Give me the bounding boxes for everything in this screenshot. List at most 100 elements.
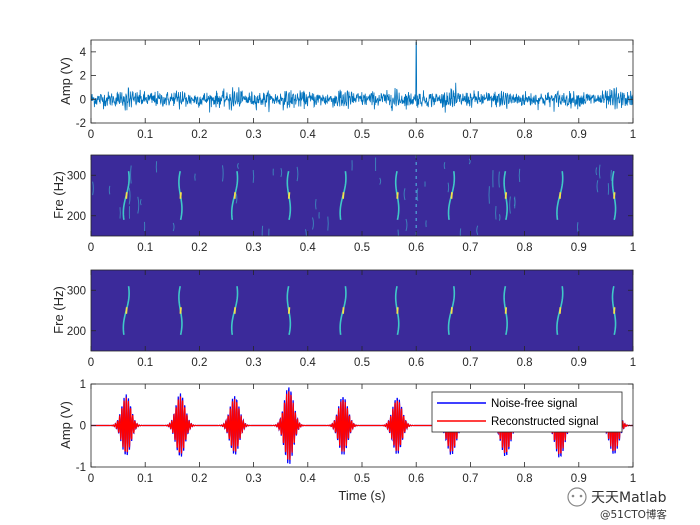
x-tick-label: 0 [88,357,94,369]
plot-area [91,40,633,123]
tf-ridge-peak [287,192,291,199]
heatmap-background [91,270,633,351]
x-tick-label: 0.8 [517,473,533,485]
tf-noise-streak [237,162,239,169]
x-tick-label: 0.6 [408,242,424,254]
x-tick-label: 0.5 [354,357,370,369]
tf-noise-streak [405,218,408,232]
x-tick-label: 0.3 [246,357,262,369]
x-tick-label: 0.4 [300,129,317,141]
tf-noise-streak [379,177,382,185]
tf-noise-streak [137,196,140,214]
x-tick-label: 0.1 [137,129,153,141]
tf-ridge-peak [179,192,182,199]
x-tick-label: 0.9 [571,129,587,141]
x-tick-label: 0.6 [408,473,424,485]
y-tick-label: 0 [80,421,86,433]
x-tick-label: 0.2 [191,242,207,254]
tf-ridge-peak [342,192,345,199]
tf-ridge-peak [450,192,453,199]
x-tick-label: 0.1 [137,357,153,369]
x-tick-label: 0.3 [246,473,262,485]
tf-ridge-peak [613,192,616,199]
x-tick-label: 0.2 [191,129,207,141]
x-tick-label: 0.4 [300,357,317,369]
x-tick-label: 1 [630,473,636,485]
tf-noise-streak [447,182,450,193]
y-tick-label: 200 [67,326,86,338]
tf-noise-streak [498,171,500,188]
x-tick-label: 0.5 [354,129,370,141]
tf-noise-streak [476,225,479,235]
tf-ridge-peak [613,307,616,314]
tf-noise-streak [312,217,314,230]
tf-noise-streak [128,187,131,205]
tf-noise-streak [443,162,446,170]
y-axis-label: Fre (Hz) [51,171,66,219]
x-tick-label: 0.7 [462,473,478,485]
x-tick-label: 1 [630,357,636,369]
tf-noise-streak [596,180,599,193]
x-axis-label: Time (s) [338,488,385,503]
tf-ridge-peak [396,192,399,199]
y-axis-label: Amp (V) [58,401,73,449]
tf-noise-streak [598,164,601,179]
watermark-title: 天天Matlab [591,490,667,506]
x-tick-label: 0.4 [300,242,317,254]
tf-ridge-peak [233,192,237,199]
tf-noise-streak [509,196,511,214]
tf-noise-streak [403,188,406,201]
tf-ridge-peak [287,307,291,314]
legend-box [431,391,623,433]
y-tick-label: 0 [80,94,86,106]
tf-ridge-peak [450,307,453,314]
tf-noise-streak [235,193,238,204]
panel-reconstruction: 0 0.1 0.2 0.3 0.4 0.5 0.6 0.7 0.8 0.9 1-101 Amp (V… [58,379,636,503]
y-tick-label: 1 [80,379,86,391]
x-tick-label: 0.7 [462,129,478,141]
tf-ridge-peak [125,192,128,199]
tf-ridge-peak [233,307,237,314]
x-tick-label: 0.2 [191,473,207,485]
x-tick-label: 0.3 [246,129,262,141]
tf-noise-streak [468,158,471,165]
tf-ridge-peak [504,192,508,199]
x-tick-label: 0.2 [191,357,207,369]
panel-time-frequency-noisy: 0 0.1 0.2 0.3 0.4 0.5 0.6 0.7 0.8 0.9 1 200 300 Fre … [51,154,636,254]
x-tick-label: 0.9 [571,473,587,485]
tf-noise-streak [416,188,419,202]
legend-label-noise-free: Noise-free signal [491,398,577,410]
x-tick-label: 1 [630,129,636,141]
x-tick-label: 0.9 [571,357,587,369]
x-tick-label: 0.8 [517,129,533,141]
tf-noise-streak [92,181,94,196]
x-tick-label: 0.9 [571,242,587,254]
x-tick-label: 0.5 [354,473,370,485]
legend: Noise-free signal Reconstructed signal [431,391,623,433]
tf-ridge-peak [558,192,562,199]
x-tick-label: 0.7 [462,242,478,254]
x-tick-label: 0.1 [137,242,153,254]
y-tick-label: 300 [67,285,86,297]
y-tick-label: 2 [80,71,86,83]
y-tick-label: -1 [76,462,86,474]
tf-ridge-peak [396,307,399,314]
y-axis-label: Amp (V) [58,57,73,105]
tf-ridge-peak [125,307,128,314]
tf-noise-streak [172,222,175,232]
x-tick-label: 0 [88,242,94,254]
wechat-icon-eye [579,494,583,498]
legend-label-reconstructed: Reconstructed signal [491,416,598,428]
x-tick-label: 0.5 [354,242,370,254]
x-tick-label: 0.6 [408,129,424,141]
x-tick-label: 0.8 [517,242,533,254]
tf-ridge-peak [504,307,508,314]
watermark: 天天Matlab @51CTO博客 [567,487,667,521]
tf-noise-streak [296,166,299,182]
tf-noise-streak [222,165,224,182]
x-tick-label: 0 [88,129,94,141]
tf-ridge-peak [558,307,562,314]
tf-noise-streak [280,168,283,178]
